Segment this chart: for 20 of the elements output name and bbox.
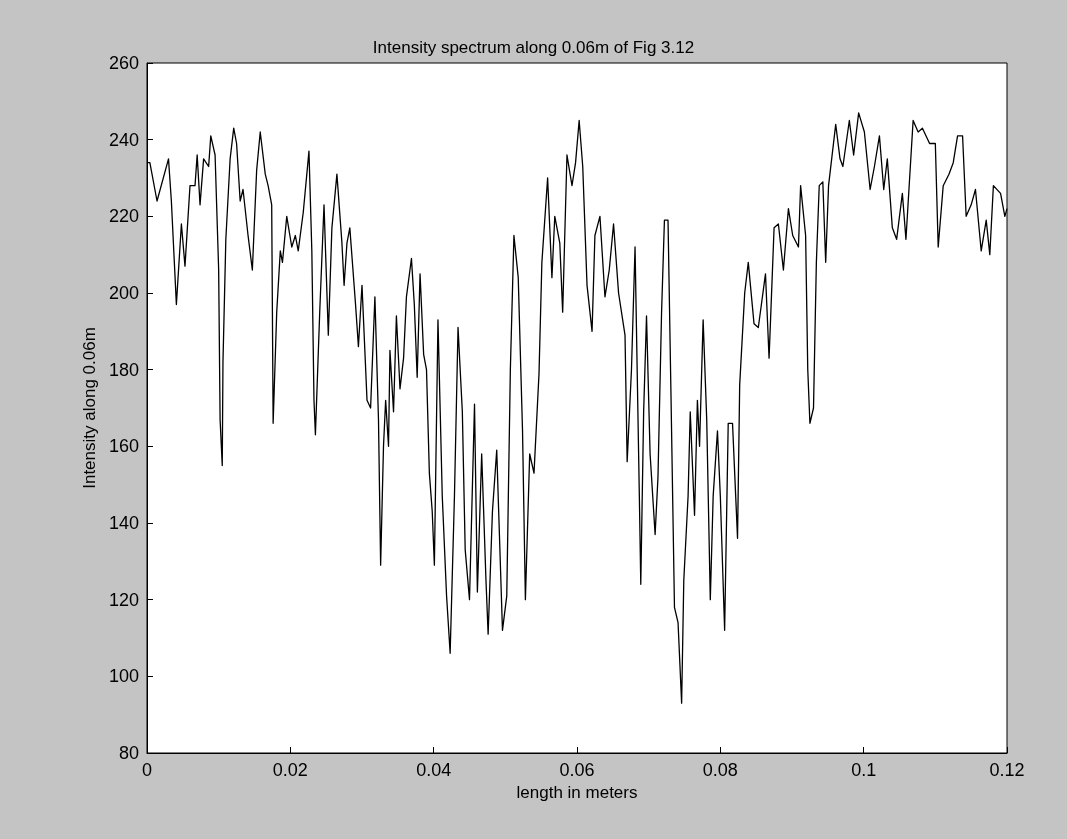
y-tick-label: 100 xyxy=(108,666,139,687)
x-axis-title: length in meters xyxy=(516,782,638,802)
y-tick-label: 80 xyxy=(118,743,139,763)
y-tick-label: 220 xyxy=(108,206,139,227)
x-tick-label: 0.12 xyxy=(989,760,1025,780)
y-tick-label: 180 xyxy=(108,359,139,380)
y-tick-label: 200 xyxy=(108,283,139,303)
chart-title: Intensity spectrum along 0.06m of Fig 3.12 xyxy=(372,38,695,57)
y-tick-label: 160 xyxy=(108,436,139,457)
x-tick-label: 0 xyxy=(141,760,153,780)
y-axis-title: Intensity along 0.06m xyxy=(80,327,100,489)
x-tick-label: 0.1 xyxy=(851,760,877,780)
x-tick-label: 0.08 xyxy=(702,760,738,780)
x-tick-label: 0.06 xyxy=(559,760,595,780)
y-tick-label: 240 xyxy=(108,129,139,150)
y-tick-label: 120 xyxy=(108,589,139,610)
x-tick-label: 0.04 xyxy=(416,760,452,780)
x-tick-label: 0.02 xyxy=(272,760,308,780)
y-tick-label: 260 xyxy=(108,53,139,73)
y-tick-label: 140 xyxy=(108,513,139,533)
